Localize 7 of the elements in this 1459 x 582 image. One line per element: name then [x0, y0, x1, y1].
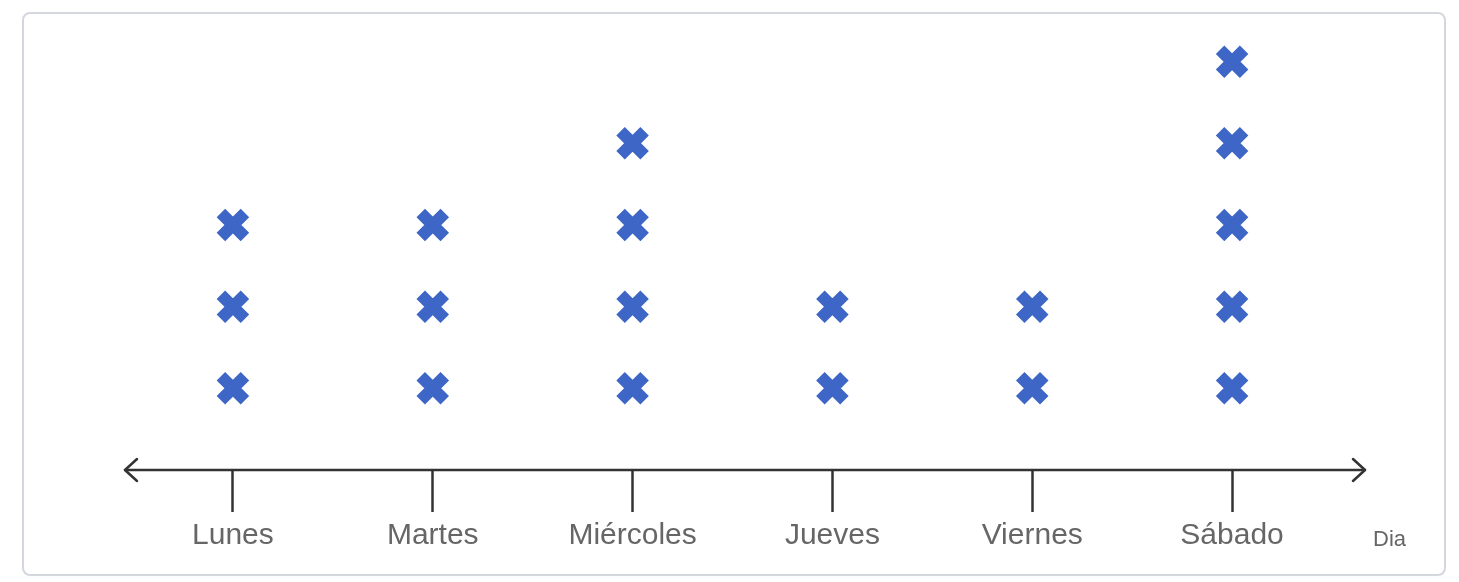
x-tick-label: Jueves — [784, 517, 880, 551]
x-tick-label: Miércoles — [568, 517, 697, 551]
x-tick-label: Martes — [386, 517, 479, 551]
x-tick-label: Lunes — [192, 517, 274, 551]
x-axis-title: Dia — [1373, 526, 1407, 552]
x-tick-label: Sábado — [1180, 517, 1284, 551]
x-tick-label: Viernes — [981, 517, 1083, 551]
